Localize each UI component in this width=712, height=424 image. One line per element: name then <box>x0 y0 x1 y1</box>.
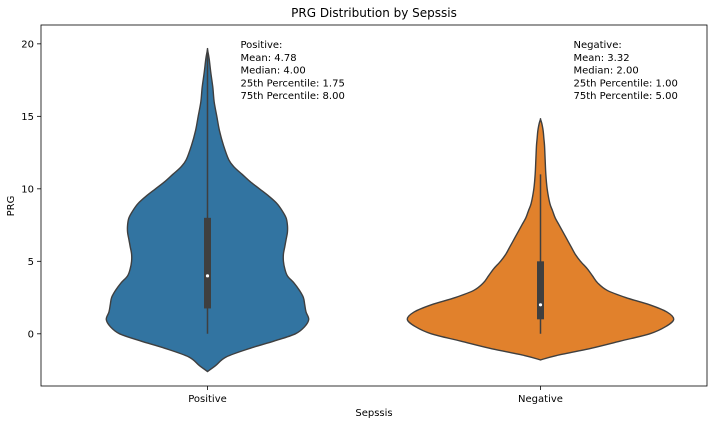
y-axis-label: PRG <box>6 196 17 217</box>
median-dot-positive <box>205 274 210 278</box>
x-tick-label: Positive <box>188 394 227 405</box>
iqr-box-positive <box>204 217 211 309</box>
chart-title: PRG Distribution by Sepssis <box>291 6 457 20</box>
x-tick-label: Negative <box>518 394 563 405</box>
y-tick-label: 15 <box>21 112 34 123</box>
plot-frame <box>40 24 708 387</box>
annotation-line: Median: 4.00 <box>241 66 306 77</box>
annotation-line: 75th Percentile: 5.00 <box>574 91 678 102</box>
iqr-box-negative <box>537 261 544 320</box>
annotation-negative: Negative: Mean: 3.32 Median: 2.00 25th Perc… <box>574 40 678 102</box>
annotation-line: Median: 2.00 <box>574 66 639 77</box>
annotation-line: 25th Percentile: 1.00 <box>574 78 678 89</box>
annotation-positive: Positive: Mean: 4.78 Median: 4.00 25th Perc… <box>241 40 345 102</box>
y-tick-label: 5 <box>28 257 34 268</box>
annotation-line: Positive: <box>241 40 283 51</box>
x-axis-label: Sepssis <box>355 408 392 419</box>
annotations: Positive: Mean: 4.78 Median: 4.00 25th Perc… <box>241 40 678 102</box>
y-tick-label: 10 <box>21 184 34 195</box>
annotation-line: Mean: 4.78 <box>241 53 297 64</box>
y-axis: 0 5 10 15 20 <box>21 39 41 340</box>
plot-area <box>105 47 675 373</box>
y-tick-label: 20 <box>21 39 34 50</box>
median-dot-negative <box>538 303 543 307</box>
y-tick-label: 0 <box>28 329 34 340</box>
annotation-line: 25th Percentile: 1.75 <box>241 78 345 89</box>
annotation-line: Mean: 3.32 <box>574 53 630 64</box>
annotation-line: 75th Percentile: 8.00 <box>241 91 345 102</box>
annotation-line: Negative: <box>574 40 622 51</box>
x-axis: Positive Negative <box>188 386 563 405</box>
